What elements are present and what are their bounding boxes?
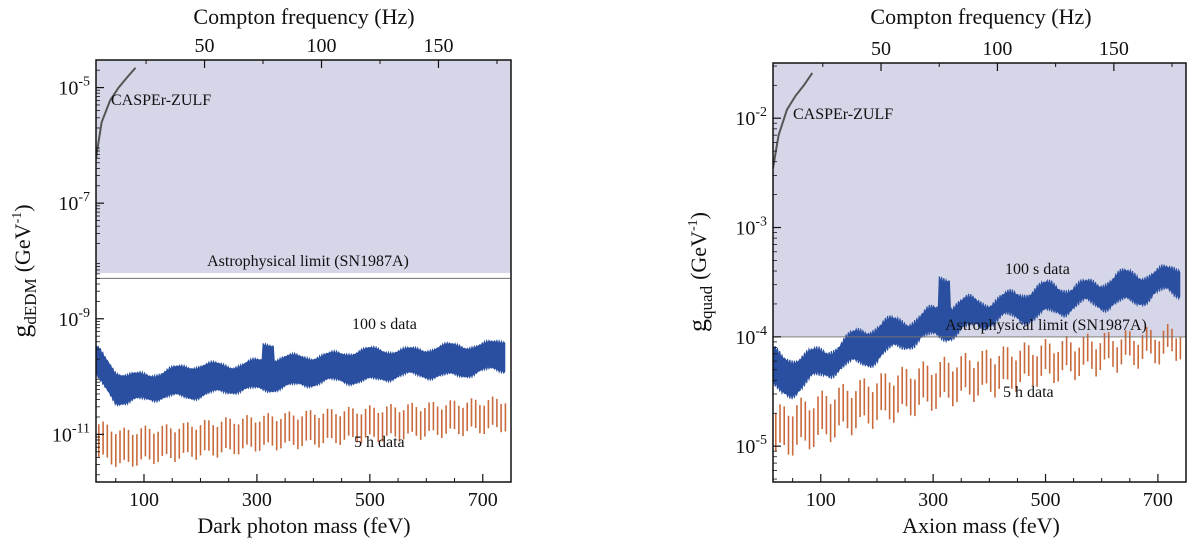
caspr-zulf-label: CASPEr-ZULF (793, 106, 893, 123)
y-tick-label: 10-4 (735, 324, 767, 349)
astrophysical-limit-label: Astrophysical limit (SN1987A) (945, 317, 1147, 334)
axes: 100 300 500 700 50 100 150 10-5 10-7 10-9 10-11 (52, 35, 498, 511)
caspr-zulf-curve (96, 67, 137, 159)
axes: 100 300 500 700 50 100 150 10-2 10-3 10-4 10-5 (735, 38, 1173, 511)
chart-dark-photon: 100 300 500 700 50 100 150 10-5 10-7 10-9 10-11 Co… (7, 4, 512, 538)
y-tick-label: 10-2 (735, 105, 767, 130)
y-tick-label: 10-5 (58, 75, 90, 100)
y-axis-title: gdEDM(GeV-1) (7, 204, 40, 337)
y-tick-label: 10-5 (735, 433, 767, 458)
top-tick-label: 50 (871, 38, 891, 60)
series-100s-label: 100 s data (352, 316, 417, 333)
y-tick-label: 10-7 (58, 190, 90, 215)
x-axis-title: Dark photon mass (feV) (197, 513, 410, 538)
x-axis-title: Axion mass (feV) (902, 513, 1060, 538)
x-tick-label: 500 (355, 489, 385, 511)
x-tick-label: 700 (1143, 489, 1173, 511)
x-tick-label: 100 (129, 489, 159, 511)
y-tick-label: 10-9 (58, 306, 90, 331)
top-tick-label: 150 (1099, 38, 1129, 60)
series-100s-label: 100 s data (1005, 261, 1070, 278)
plot-frame (772, 62, 1187, 483)
x-tick-label: 300 (242, 489, 272, 511)
plot-frame (95, 59, 512, 483)
chart-axion: 100 300 500 700 50 100 150 10-2 10-3 10-4 10-5 Com… (683, 4, 1187, 538)
series-100s-band (96, 338, 506, 407)
x-tick-label: 500 (1031, 489, 1061, 511)
top-axis-title: Compton frequency (Hz) (870, 4, 1091, 29)
series-5h-label: 5 h data (354, 434, 405, 451)
caspr-zulf-curve (773, 72, 814, 169)
series-5h-bars (98, 396, 507, 467)
top-tick-label: 100 (307, 35, 337, 57)
astrophysical-limit-label: Astrophysical limit (SN1987A) (207, 253, 409, 270)
y-tick-label: 10-3 (735, 215, 767, 240)
y-axis-title: gquad(GeV-1) (683, 212, 716, 332)
top-tick-label: 50 (195, 35, 215, 57)
y-tick-label: 10-11 (52, 421, 90, 446)
excluded-region-shade (96, 60, 511, 273)
series-100s-band (773, 264, 1181, 400)
series-5h-bars (774, 324, 1182, 456)
series-5h-label: 5 h data (1003, 384, 1054, 401)
x-tick-label: 300 (918, 489, 948, 511)
top-tick-label: 150 (423, 35, 453, 57)
top-tick-label: 100 (982, 38, 1012, 60)
caspr-zulf-label: CASPEr-ZULF (111, 92, 211, 109)
x-tick-label: 700 (468, 489, 498, 511)
top-axis-title: Compton frequency (Hz) (193, 4, 414, 29)
x-tick-label: 100 (806, 489, 836, 511)
